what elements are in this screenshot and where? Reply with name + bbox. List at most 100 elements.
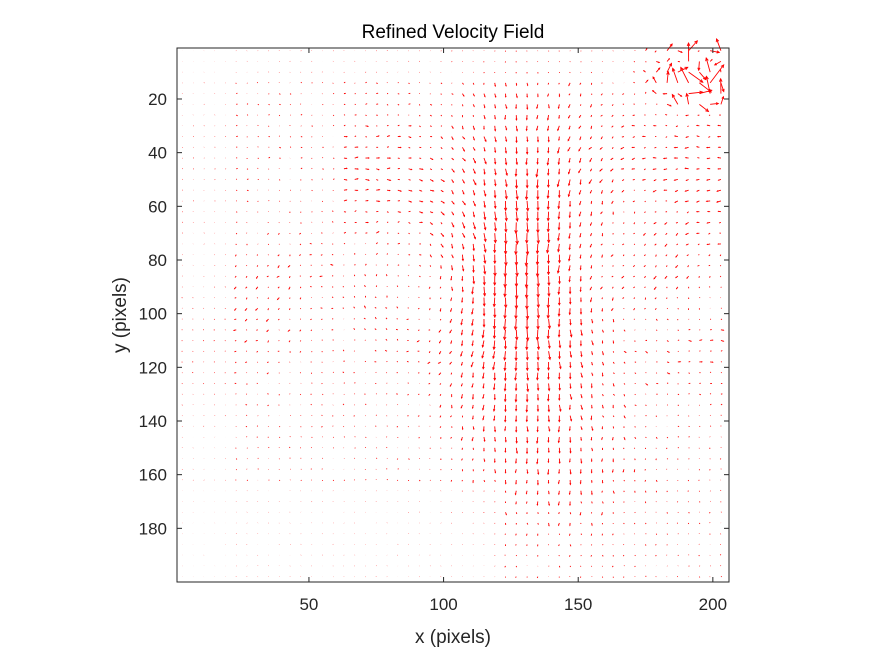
quiver-arrow (429, 103, 433, 106)
quiver-arrow (600, 136, 603, 140)
quiver-arrow (612, 393, 616, 396)
quiver-arrow (568, 200, 572, 208)
quiver-arrow (651, 90, 657, 94)
quiver-arrow (579, 254, 582, 260)
quiver-arrow (483, 104, 486, 109)
quiver-arrow (578, 114, 582, 119)
quiver-arrow (536, 480, 539, 486)
quiver-arrow (504, 222, 508, 233)
quiver-arrow (641, 135, 646, 138)
quiver-arrow (599, 179, 603, 184)
quiver-arrow (653, 222, 657, 225)
quiver-arrow (547, 168, 550, 176)
quiver-arrow (525, 179, 529, 189)
quiver-arrow (256, 318, 258, 321)
quiver-arrow (611, 275, 614, 278)
quiver-arrow (612, 383, 615, 387)
quiver-arrow (440, 243, 444, 248)
quiver-arrow (472, 211, 476, 218)
quiver-arrow (440, 232, 445, 237)
y-tick-label: 20 (148, 90, 167, 109)
quiver-arrow (525, 351, 529, 361)
quiver-arrow (365, 403, 367, 406)
quiver-arrow (590, 265, 593, 269)
quiver-arrow (677, 414, 679, 416)
quiver-arrow (569, 469, 572, 475)
quiver-arrow (526, 82, 529, 87)
quiver-arrow (515, 512, 518, 515)
quiver-arrow (547, 93, 550, 98)
quiver-arrow (673, 135, 678, 137)
quiver-arrow (376, 231, 380, 234)
quiver-arrow (580, 361, 584, 369)
quiver-arrow (470, 361, 474, 368)
quiver-arrow (461, 297, 464, 304)
quiver-arrow (472, 200, 476, 207)
quiver-arrow (311, 382, 313, 384)
quiver-arrow (257, 468, 259, 470)
quiver-arrow (601, 436, 603, 441)
quiver-arrow (374, 296, 377, 298)
quiver-arrow (695, 179, 700, 181)
quiver-arrow (385, 274, 388, 277)
quiver-arrow (579, 222, 582, 228)
quiver-arrow (321, 318, 323, 320)
quiver-arrow (266, 329, 269, 333)
quiver-arrow (548, 426, 551, 432)
quiver-arrow (706, 167, 711, 170)
quiver-arrow (557, 437, 560, 444)
quiver-arrow (568, 254, 571, 262)
quiver-arrow (483, 437, 486, 443)
quiver-arrow (557, 308, 561, 318)
quiver-arrow (451, 404, 453, 409)
quiver-arrow (515, 136, 518, 144)
quiver-arrow (719, 265, 722, 267)
quiver-arrow (601, 308, 603, 313)
quiver-arrow (699, 71, 707, 81)
quiver-arrow (569, 437, 572, 444)
quiver-arrow (483, 125, 485, 131)
quiver-arrow (289, 446, 291, 449)
quiver-arrow (546, 297, 551, 309)
quiver-arrow (611, 200, 614, 205)
quiver-arrow (558, 383, 561, 391)
quiver-arrow (536, 136, 540, 143)
quiver-arrow (706, 157, 711, 160)
quiver-arrow (568, 104, 571, 109)
quiver-arrow (580, 394, 583, 399)
quiver-arrow (299, 393, 302, 396)
quiver-arrow (461, 426, 464, 431)
quiver-arrow (666, 43, 673, 51)
y-tick-label: 140 (139, 412, 167, 431)
quiver-arrow (580, 297, 582, 303)
quiver-arrow (451, 233, 454, 238)
quiver-arrow (525, 458, 528, 465)
quiver-arrow (256, 297, 259, 299)
quiver-arrow (235, 361, 237, 364)
quiver-arrow (503, 243, 508, 255)
quiver-arrow (568, 404, 571, 411)
quiver-arrow (386, 179, 392, 182)
quiver-arrow (569, 329, 573, 338)
quiver-arrow (590, 308, 593, 314)
quiver-arrow (332, 114, 335, 117)
quiver-arrow (267, 393, 269, 395)
quiver-arrow (494, 136, 497, 143)
quiver-arrow (514, 415, 518, 423)
quiver-arrow (386, 446, 388, 449)
quiver-arrow (407, 426, 409, 428)
quiver-arrow (536, 437, 539, 445)
quiver-arrow (677, 339, 680, 341)
quiver-arrow (621, 125, 625, 128)
quiver-arrow (568, 233, 571, 240)
quiver-arrow (482, 361, 485, 370)
quiver-arrow (633, 81, 635, 84)
quiver-arrow (663, 189, 668, 191)
quiver-arrow (622, 554, 625, 557)
quiver-arrow (525, 415, 528, 423)
quiver-arrow (536, 104, 539, 110)
quiver-arrow (384, 349, 388, 352)
quiver-arrow (699, 103, 710, 113)
quiver-arrow (643, 222, 646, 224)
quiver-arrow (600, 211, 603, 215)
